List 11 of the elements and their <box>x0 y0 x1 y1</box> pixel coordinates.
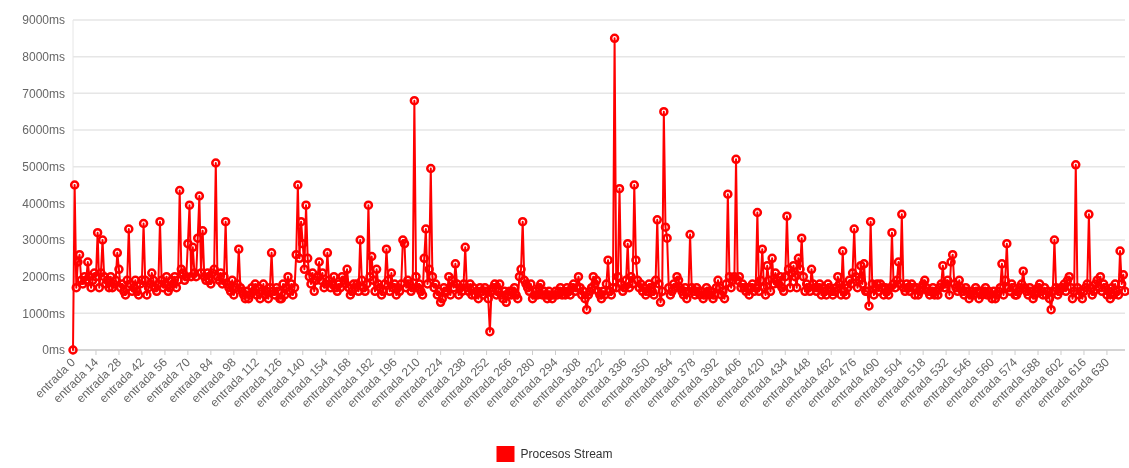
y-tick-label: 0ms <box>42 343 65 358</box>
legend-label: Procesos Stream <box>520 447 613 462</box>
y-tick-label: 1000ms <box>22 306 65 321</box>
y-tick-label: 5000ms <box>22 159 65 174</box>
y-tick-label: 4000ms <box>22 196 65 211</box>
y-tick-label: 8000ms <box>22 49 65 64</box>
y-tick-label: 2000ms <box>22 269 65 284</box>
y-tick-label: 9000ms <box>22 13 65 28</box>
y-tick-label: 3000ms <box>22 233 65 248</box>
y-tick-label: 6000ms <box>22 123 65 138</box>
y-tick-label: 7000ms <box>22 86 65 101</box>
